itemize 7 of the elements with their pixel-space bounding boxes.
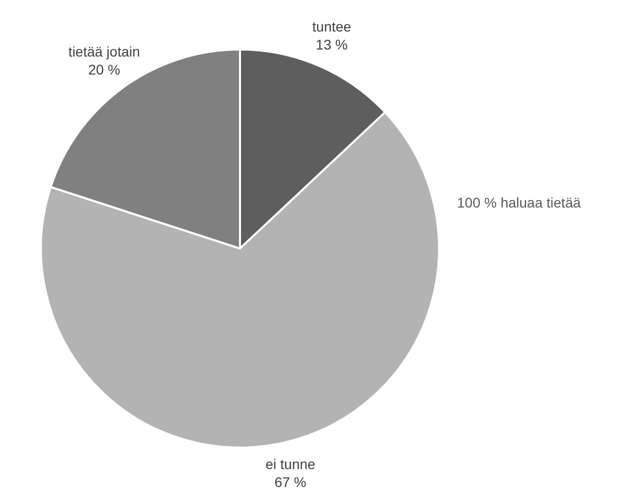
data-label: 67 % xyxy=(274,474,306,490)
slice-label: ei tunne xyxy=(265,456,316,472)
slice-label: tietää jotain xyxy=(68,43,140,60)
data-label: 20 % xyxy=(88,61,120,78)
slice-label: tuntee xyxy=(312,18,352,34)
data-label: 13 % xyxy=(316,36,348,52)
text: 100 % haluaa tietää xyxy=(457,194,581,210)
